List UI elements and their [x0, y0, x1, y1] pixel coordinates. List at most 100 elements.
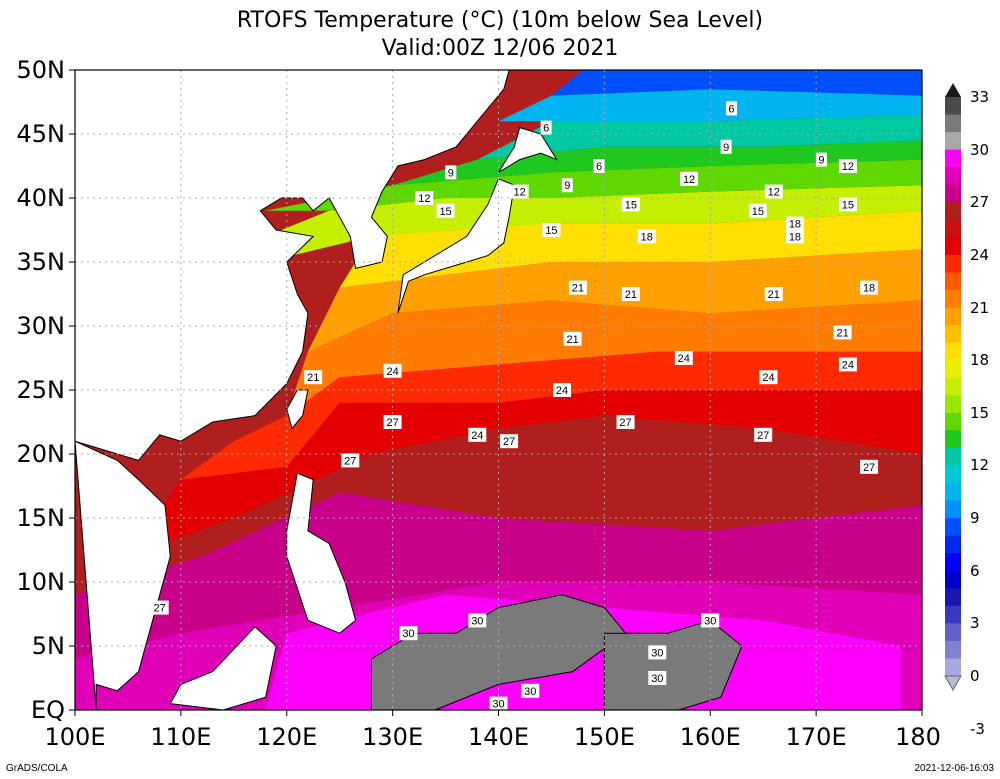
contour-label: 27	[619, 417, 631, 429]
contour-label-box	[510, 184, 529, 199]
contour-label: 15	[842, 199, 854, 211]
contour-label: 21	[572, 283, 584, 295]
contour-label-box	[436, 203, 455, 218]
contour-label: 24	[556, 385, 568, 397]
contour-label-box	[500, 434, 519, 449]
colorbar	[944, 83, 962, 692]
contour-label: 27	[757, 430, 769, 442]
axis-ticks	[69, 69, 923, 716]
colorbar-segment	[945, 307, 961, 326]
contour-label: 24	[387, 366, 399, 378]
contour-label: 12	[683, 174, 695, 186]
temperature-band	[551, 70, 922, 96]
contour-label-box	[489, 696, 508, 710]
contour-label-box	[616, 415, 635, 429]
contour-label: 27	[154, 603, 166, 615]
longitude-label: 160E	[679, 723, 741, 751]
contour-label: 9	[723, 142, 729, 154]
contour-label: 30	[704, 615, 716, 627]
contour-label: 21	[566, 334, 578, 346]
contour-label-box	[468, 427, 487, 442]
contour-label-box	[621, 287, 640, 301]
latitude-label: 10N	[16, 568, 66, 596]
contour-label: 15	[545, 225, 557, 237]
contour-label: 21	[768, 289, 780, 301]
contour-label-box	[593, 159, 605, 173]
colorbar-segment	[945, 97, 961, 116]
contour-label: 24	[678, 353, 690, 365]
contour-label: 21	[307, 372, 319, 384]
colorbar-label: 9	[970, 509, 980, 528]
contour-label-box	[833, 325, 852, 340]
grid-lines	[75, 70, 922, 710]
contour-label-box	[754, 427, 773, 442]
colorbar-label: 3	[970, 614, 980, 633]
contour-label-box	[399, 626, 418, 641]
colorbar-segment	[945, 535, 961, 554]
contour-label-box	[540, 120, 552, 135]
colorbar-segment	[945, 412, 961, 431]
contour-label-box	[680, 171, 699, 186]
map-subtitle: Valid:00Z 12/06 2021	[381, 36, 619, 61]
contour-label: 12	[418, 193, 430, 205]
contour-label-box	[648, 645, 667, 660]
temperature-band	[477, 114, 922, 160]
contour-label-box	[648, 671, 667, 685]
map-title: RTOFS Temperature (°C) (10m below Sea Le…	[236, 8, 764, 33]
land-mass	[75, 440, 171, 710]
colorbar-label: 15	[970, 403, 990, 422]
contour-label: 24	[471, 430, 483, 442]
latitude-label: 40N	[16, 184, 66, 212]
land-mass	[286, 472, 357, 634]
land-mass	[169, 626, 277, 710]
contour-label: 15	[439, 206, 451, 218]
contour-label: 9	[448, 167, 454, 179]
contour-label-box	[621, 197, 640, 212]
contour-label-box	[785, 216, 804, 231]
contour-label-box	[764, 184, 783, 199]
longitude-label: 170E	[785, 723, 847, 751]
contour-label-box	[860, 280, 879, 295]
timestamp-text: 2021-12-06-16:03	[914, 763, 994, 774]
colorbar-label: 27	[970, 193, 990, 212]
credit-text: GrADS/COLA	[6, 763, 68, 774]
colorbar-label: -3	[970, 719, 985, 738]
contour-label-box	[815, 152, 827, 167]
longitude-label: 150E	[573, 723, 635, 751]
latitude-label: 20N	[16, 440, 66, 468]
colorbar-segment	[945, 553, 961, 572]
contour-label-box	[468, 613, 487, 628]
contour-label-box	[764, 287, 783, 301]
longitude-label: 100E	[44, 723, 106, 751]
contour-label: 9	[564, 180, 570, 192]
colorbar-segment	[945, 623, 961, 642]
colorbar-label: 6	[970, 561, 980, 580]
longitude-label: 110E	[150, 723, 212, 751]
contour-label-box	[759, 370, 778, 385]
colorbar-segment	[945, 325, 961, 344]
contour-label: 6	[596, 161, 602, 173]
colorbar-segment	[945, 588, 961, 607]
colorbar-segment	[945, 500, 961, 519]
colorbar-segment	[945, 360, 961, 379]
contour-label-box	[521, 683, 540, 698]
colorbar-segment	[945, 465, 961, 484]
colorbar-segment	[945, 167, 961, 186]
contour-label: 30	[492, 699, 504, 711]
colorbar-segment	[945, 114, 961, 133]
latitude-label: 35N	[16, 248, 66, 276]
longitude-label: 120E	[256, 723, 318, 751]
temperature-band	[392, 140, 922, 186]
longitude-label: 140E	[468, 723, 529, 751]
colorbar-segment	[945, 395, 961, 414]
contour-label: 6	[728, 103, 734, 115]
contour-label: 12	[768, 187, 780, 199]
colorbar-segment	[945, 640, 961, 659]
contour-label-box	[415, 191, 434, 205]
contour-label-box	[838, 197, 857, 212]
contour-label: 30	[402, 628, 414, 640]
contour-label-box	[720, 139, 732, 154]
land-mass	[286, 389, 309, 430]
